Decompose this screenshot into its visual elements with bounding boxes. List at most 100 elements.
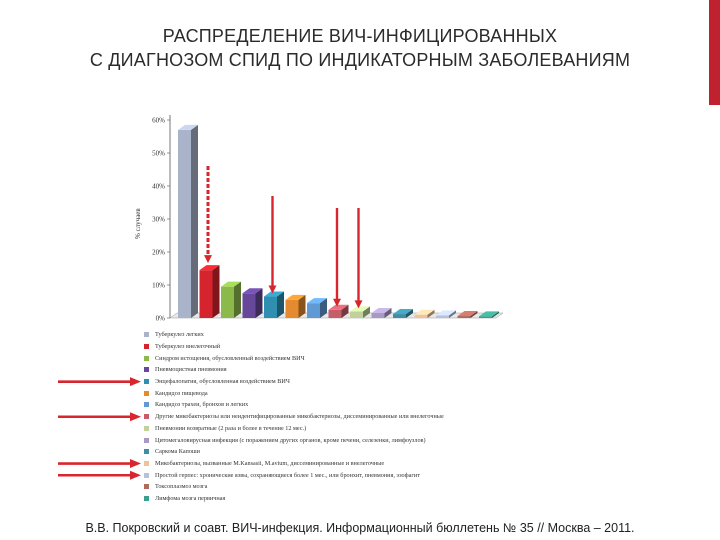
legend-label: Синдром истощения, обусловленный воздейс…	[155, 354, 305, 362]
down-arrow	[354, 208, 363, 309]
legend-label: Кандидоз трахеи, бронхов и легких	[155, 401, 249, 409]
legend-label: Пневмонии возвратные (2 раза и более в т…	[155, 424, 307, 432]
bar	[285, 294, 306, 318]
legend-swatch	[144, 425, 149, 431]
bar	[178, 124, 198, 319]
bar	[436, 310, 456, 318]
bar-front	[414, 314, 428, 318]
bar-side	[212, 265, 220, 318]
bar-top	[264, 291, 284, 297]
bar-top	[479, 311, 499, 317]
bar-side	[234, 281, 241, 318]
bar-side	[427, 309, 435, 318]
accent-bar	[709, 0, 720, 105]
legend-item: Туберкулез легких	[144, 329, 564, 341]
bar	[328, 304, 349, 318]
legend-swatch	[144, 390, 149, 396]
legend-swatch	[144, 355, 149, 361]
legend-item: Кандидоз пищевода	[144, 387, 564, 399]
bar	[221, 281, 241, 318]
bar	[414, 309, 435, 318]
bar-front	[393, 314, 406, 318]
bar-front	[479, 316, 492, 318]
bar-side	[255, 288, 263, 318]
y-tick-label: 10%	[152, 282, 165, 290]
title-line-2: С ДИАГНОЗОМ СПИД ПО ИНДИКАТОРНЫМ ЗАБОЛЕВ…	[89, 50, 631, 70]
bar-front	[199, 270, 213, 318]
legend-swatch	[144, 437, 149, 443]
down-arrow	[204, 166, 212, 264]
legend-label: Простой герпес: хронические язвы, сохран…	[155, 471, 420, 479]
bar-side	[470, 311, 478, 318]
legend-swatch	[144, 344, 149, 350]
bar	[393, 309, 413, 318]
y-tick-label: 50%	[152, 150, 165, 158]
bar	[307, 298, 327, 318]
bar-top	[178, 124, 198, 130]
legend-swatch	[144, 495, 149, 501]
bar-side	[277, 291, 284, 318]
bar-top	[242, 288, 263, 294]
legend-item: Кандидоз трахеи, бронхов и легких	[144, 399, 564, 411]
bar-side	[384, 308, 392, 318]
legend-item: Энцефалопатия, обусловленная воздействие…	[144, 376, 564, 388]
bars	[178, 124, 499, 319]
legend-label: Энцефалопатия, обусловленная воздействие…	[155, 378, 290, 386]
bar-side	[341, 304, 349, 318]
legend-label: Саркома Капоши	[155, 448, 200, 456]
legend-swatch	[144, 367, 149, 373]
bar-front	[178, 129, 191, 318]
legend-label: Лимфома мозга первичная	[155, 494, 226, 502]
slide-title: РАСПРЕДЕЛЕНИЕ ВИЧ-ИНФИЦИРОВАННЫХ С ДИАГН…	[0, 24, 720, 72]
bar-top	[457, 311, 478, 317]
bar	[264, 291, 284, 318]
legend-label: Туберкулез легких	[155, 331, 204, 339]
bar-side	[406, 309, 413, 318]
legend-swatch	[144, 379, 149, 385]
bar-top	[350, 306, 370, 312]
legend-arrow	[58, 459, 141, 469]
legend-arrow	[58, 412, 141, 422]
legend-label: Туберкулез внелегочный	[155, 343, 221, 351]
bar-front	[285, 299, 299, 318]
legend-swatch	[144, 414, 149, 420]
bar-top	[285, 294, 306, 300]
legend-label: Другие микобактериозы или неидентифициро…	[155, 413, 444, 421]
legend-swatch	[144, 460, 149, 466]
bar-top	[371, 308, 392, 314]
legend-item: Синдром истощения, обусловленный воздейс…	[144, 352, 564, 364]
bar-top	[328, 304, 349, 310]
annotation-arrows	[58, 166, 363, 480]
legend-label: Кандидоз пищевода	[155, 389, 208, 397]
legend-item: Туберкулез внелегочный	[144, 341, 564, 353]
y-axis-label: % случаев	[134, 208, 142, 239]
bar-top	[199, 265, 220, 271]
legend-item: Другие микобактериозы или неидентифициро…	[144, 411, 564, 423]
legend-label: Пневмоцистная пневмония	[155, 366, 227, 374]
bar-top	[307, 298, 327, 304]
bar-front	[328, 309, 342, 318]
y-tick-label: 60%	[152, 117, 165, 125]
down-arrow	[268, 196, 277, 294]
legend-item: Лимфома мозга первичная	[144, 493, 564, 505]
bar-front	[371, 313, 385, 318]
legend-item: Пневмонии возвратные (2 раза и более в т…	[144, 423, 564, 435]
bar-front	[350, 311, 363, 318]
bar	[457, 311, 478, 318]
bar-front	[264, 296, 277, 318]
chart-legend: Туберкулез легких Туберкулез внелегочный С…	[144, 329, 564, 504]
bar-front	[242, 293, 256, 318]
legend-arrow	[58, 377, 141, 387]
bar-side	[320, 298, 327, 318]
source-citation: В.В. Покровский и соавт. ВИЧ-инфекция. И…	[85, 521, 635, 535]
legend-label: Микобактериозы, вызванные M.Kansasii, M.…	[155, 459, 385, 467]
bar-side	[191, 124, 198, 319]
bar-side	[298, 294, 306, 318]
legend-item: Токсоплазмоз мозга	[144, 481, 564, 493]
y-tick-label: 20%	[152, 249, 165, 257]
bar	[371, 308, 392, 318]
legend-swatch	[144, 449, 149, 455]
bar-side	[492, 311, 499, 318]
legend-item: Простой герпес: хронические язвы, сохран…	[144, 469, 564, 481]
legend-swatch	[144, 472, 149, 478]
